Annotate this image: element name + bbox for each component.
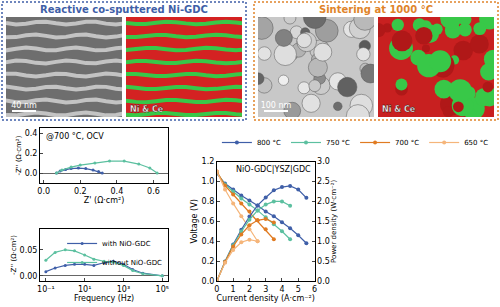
svg-text:0.5: 0.5 — [317, 257, 330, 266]
svg-text:1.2: 1.2 — [202, 157, 215, 166]
svg-text:0.00: 0.00 — [20, 272, 38, 281]
svg-text:Power density (W·cm⁻²): Power density (W·cm⁻²) — [330, 180, 338, 263]
svg-text:10¹: 10¹ — [78, 285, 91, 294]
svg-text:0.2: 0.2 — [202, 257, 215, 266]
svg-text:40 nm: 40 nm — [11, 101, 37, 110]
svg-text:with NiO-GDC: with NiO-GDC — [102, 240, 151, 248]
svg-text:-Z'' (Ω·cm²): -Z'' (Ω·cm²) — [10, 235, 18, 275]
svg-text:10³: 10³ — [117, 285, 130, 294]
svg-text:0: 0 — [214, 285, 219, 294]
svg-text:Z' (Ω·cm²): Z' (Ω·cm²) — [84, 196, 125, 205]
svg-text:10⁵: 10⁵ — [156, 285, 169, 294]
svg-text:1.5: 1.5 — [317, 217, 330, 226]
svg-text:0.6: 0.6 — [202, 217, 215, 226]
svg-text:2.0: 2.0 — [317, 197, 330, 206]
svg-text:2: 2 — [247, 285, 252, 294]
svg-text:1.0: 1.0 — [202, 177, 215, 186]
svg-text:5: 5 — [296, 285, 301, 294]
svg-text:Sintering at 1000 °C: Sintering at 1000 °C — [319, 4, 433, 15]
svg-text:0.4: 0.4 — [202, 237, 215, 246]
svg-text:@700 °C, OCV: @700 °C, OCV — [46, 132, 104, 141]
svg-text:650 °C: 650 °C — [464, 139, 488, 147]
svg-text:Reactive co-sputtered Ni-GDC: Reactive co-sputtered Ni-GDC — [40, 4, 208, 15]
svg-text:750 °C: 750 °C — [326, 139, 350, 147]
svg-text:10⁻¹: 10⁻¹ — [37, 285, 55, 294]
svg-text:6: 6 — [312, 285, 317, 294]
svg-text:Frequency (Hz): Frequency (Hz) — [74, 294, 134, 303]
svg-text:0.0: 0.0 — [37, 187, 50, 196]
svg-text:Current density (A·cm⁻²): Current density (A·cm⁻²) — [217, 294, 315, 303]
svg-text:0.2: 0.2 — [74, 187, 87, 196]
svg-text:800 °C: 800 °C — [257, 139, 281, 147]
svg-text:0.0: 0.0 — [25, 169, 38, 178]
svg-text:3.0: 3.0 — [317, 157, 330, 166]
svg-text:0.4: 0.4 — [25, 129, 38, 138]
svg-text:0.4: 0.4 — [110, 187, 123, 196]
svg-text:0.0: 0.0 — [317, 277, 330, 286]
svg-text:Ni & Ce: Ni & Ce — [382, 105, 416, 114]
svg-text:0.0: 0.0 — [202, 277, 215, 286]
svg-text:700 °C: 700 °C — [395, 139, 419, 147]
svg-text:0.05: 0.05 — [20, 246, 38, 255]
svg-text:0.8: 0.8 — [202, 197, 215, 206]
svg-text:1: 1 — [231, 285, 236, 294]
svg-text:100 nm: 100 nm — [261, 101, 292, 110]
svg-text:-Z'' (Ω·cm²): -Z'' (Ω·cm²) — [15, 135, 23, 175]
svg-text:1.0: 1.0 — [317, 237, 330, 246]
svg-text:2.5: 2.5 — [317, 177, 330, 186]
svg-text:NiO-GDC|YSZ|GDC: NiO-GDC|YSZ|GDC — [236, 165, 311, 174]
svg-text:0.6: 0.6 — [147, 187, 160, 196]
svg-text:Ni & Ce: Ni & Ce — [130, 105, 164, 114]
svg-text:4: 4 — [279, 285, 284, 294]
svg-text:0.2: 0.2 — [25, 149, 38, 158]
svg-text:Voltage (V): Voltage (V) — [190, 199, 199, 243]
svg-text:without NiO-GDC: without NiO-GDC — [102, 259, 162, 267]
svg-text:3: 3 — [263, 285, 268, 294]
